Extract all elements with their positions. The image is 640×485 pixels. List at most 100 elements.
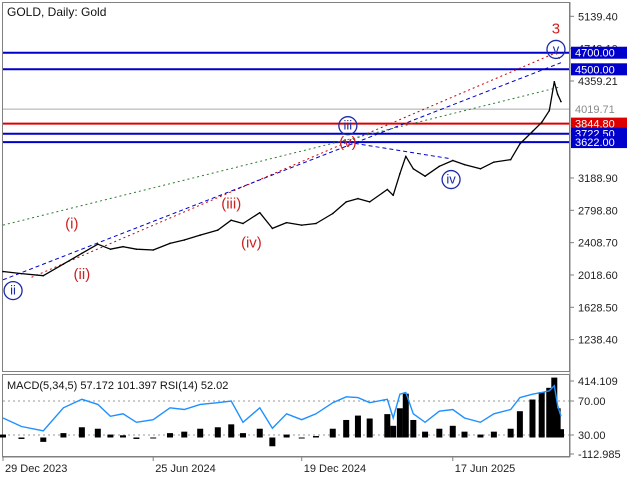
x-tick-label: 29 Dec 2023: [5, 463, 67, 475]
wave-circle: [3, 280, 23, 301]
wave-label-ii: ii: [10, 283, 16, 298]
rsi-line: [2, 384, 562, 432]
macd-bar: [529, 399, 536, 438]
price-point: [230, 219, 233, 221]
price-level-tag: [571, 117, 627, 130]
price-point: [553, 80, 556, 83]
wave-label-(iii): (iii): [221, 196, 241, 213]
wave-label-(iv): (iv): [241, 235, 262, 252]
macd-bar: [94, 428, 101, 438]
y-tick-label: 3188.90: [578, 173, 618, 185]
trend-line-red-dotted: [31, 52, 557, 278]
price-level-tag: [571, 63, 627, 76]
wave-label-(ii): (ii): [74, 266, 91, 283]
macd-bar: [166, 433, 173, 438]
macd-bar: [410, 419, 417, 438]
macd-bar: [133, 437, 140, 439]
price-point: [368, 201, 371, 203]
wave-label-iii: iii: [344, 118, 353, 133]
macd-bar: [354, 415, 361, 438]
wave-label-3: 3: [552, 21, 560, 38]
trend-line-green-dotted: [2, 86, 562, 226]
y-tick-label: 1238.40: [578, 335, 618, 347]
wave-label-(i): (i): [65, 215, 78, 232]
macd-bar: [214, 427, 221, 438]
trend-line-blue-dashed: [347, 141, 452, 160]
ind-tick-label: 70.00: [578, 396, 606, 408]
price-level-tag: [571, 46, 627, 59]
price-point: [109, 248, 112, 250]
price-point: [345, 201, 347, 203]
price-level-label: 4500.00: [575, 64, 615, 76]
macd-bar: [0, 434, 6, 438]
macd-bar: [390, 425, 397, 438]
price-point: [122, 245, 124, 248]
price-level-tag: [571, 103, 627, 116]
price-point: [97, 243, 99, 245]
macd-bar: [422, 431, 429, 438]
wave-circle: [441, 169, 461, 190]
price-point: [479, 167, 482, 170]
chart-title: GOLD, Daily: Gold: [7, 5, 106, 19]
x-tick-label: 25 Jun 2024: [155, 463, 216, 475]
macd-bar: [256, 428, 263, 438]
y-tick-label: 1628.50: [578, 302, 618, 314]
price-level-label: 3622.00: [575, 137, 615, 149]
price-point: [540, 121, 543, 124]
macd-bar: [461, 431, 468, 438]
y-tick-label: 5139.40: [578, 11, 618, 23]
price-point: [152, 249, 154, 251]
x-tick-label: 19 Dec 2024: [304, 463, 366, 475]
y-tick-label: 2018.60: [578, 270, 618, 282]
price-point: [217, 229, 219, 231]
macd-bar: [197, 428, 204, 438]
macd-bar: [490, 431, 497, 438]
macd-bar: [343, 419, 350, 438]
macd-bar: [366, 418, 373, 438]
price-point: [42, 274, 45, 277]
price-level-tag: [571, 136, 627, 149]
ind-tick-label: -112.985: [578, 449, 621, 461]
y-tick-label: 2408.70: [578, 238, 618, 250]
price-point: [519, 143, 521, 145]
price-point: [531, 130, 534, 133]
macd-bar: [554, 408, 561, 438]
price-point: [424, 175, 426, 178]
price-point: [20, 272, 23, 275]
price-point: [315, 222, 317, 225]
price-series-line: [2, 81, 562, 277]
price-level-label: 4700.00: [575, 48, 615, 60]
price-point: [556, 93, 559, 95]
trend-line-red-dotted: [555, 52, 562, 62]
price-point: [271, 227, 274, 230]
y-tick-label: 4359.21: [578, 76, 618, 88]
macd-bar: [551, 377, 558, 438]
price-point: [386, 188, 389, 191]
macd-bar: [477, 434, 484, 438]
wave-label-v: v: [553, 41, 560, 56]
ind-tick-label: 414.109: [578, 376, 618, 388]
macd-bar: [119, 435, 126, 438]
macd-bar: [181, 431, 188, 438]
macd-bar: [546, 387, 553, 438]
indicator-title: MACD(5,34,5) 57.172 101.397 RSI(14) 52.0…: [7, 380, 228, 392]
macd-bar: [269, 437, 276, 447]
price-point: [285, 221, 288, 224]
wave-label-iv: iv: [446, 172, 456, 187]
price-point: [404, 155, 407, 158]
macd-bar: [516, 411, 523, 438]
macd-bar: [78, 427, 85, 438]
wave-circle: [338, 116, 358, 136]
price-point: [242, 222, 244, 225]
price-point: [62, 263, 65, 265]
price-point: [300, 224, 303, 226]
macd-bar: [507, 428, 514, 438]
price-point: [169, 242, 171, 245]
price-point: [399, 172, 401, 175]
macd-bar: [60, 433, 67, 438]
price-point: [183, 239, 186, 241]
price-point: [258, 211, 261, 214]
price-point: [451, 159, 454, 162]
